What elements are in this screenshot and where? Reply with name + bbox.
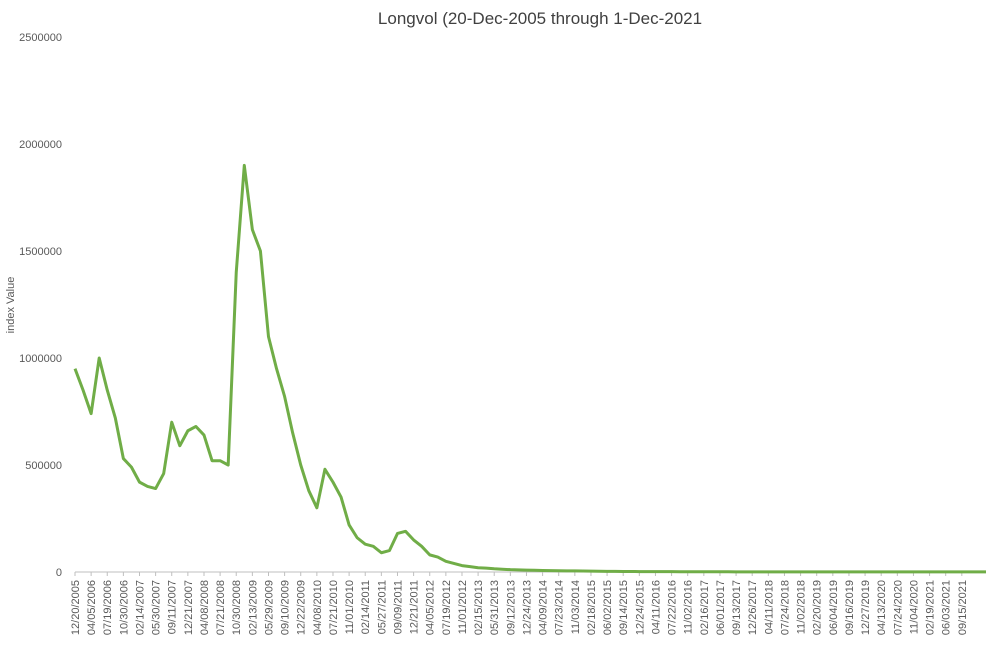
x-tick-label: 04/13/2020 [876,580,888,635]
x-tick-label: 07/24/2020 [892,580,904,635]
y-tick-label: 0 [56,567,62,579]
x-tick-label: 04/08/2010 [312,580,324,635]
x-tick-label: 10/30/2008 [231,580,243,635]
x-tick-label: 02/19/2021 [925,580,937,635]
x-tick-label: 02/13/2009 [247,580,259,635]
y-tick-label: 1500000 [19,246,62,258]
x-tick-label: 05/27/2011 [376,580,388,634]
x-tick-label: 09/09/2011 [392,580,404,634]
x-tick-label: 12/21/2011 [409,580,421,634]
x-tick-label: 12/24/2013 [521,580,533,635]
x-tick-label: 05/29/2009 [263,580,275,635]
x-tick-label: 09/13/2017 [731,580,743,635]
x-tick-label: 11/04/2020 [908,580,920,634]
x-tick-label: 04/08/2008 [199,580,211,635]
x-tick-label: 02/14/2007 [134,580,146,635]
x-tick-label: 09/16/2019 [844,580,856,635]
x-tick-label: 02/18/2015 [586,580,598,635]
x-tick-label: 12/24/2015 [634,580,646,635]
x-tick-label: 07/21/2010 [328,580,340,635]
x-tick-label: 07/19/2012 [441,580,453,635]
x-tick-label: 11/03/2014 [570,580,582,634]
chart-title: Longvol (20-Dec-2005 through 1-Dec-2021 [378,9,702,28]
x-tick-label: 04/11/2018 [763,580,775,634]
x-tick-label: 11/02/2016 [683,580,695,634]
x-tick-label: 04/11/2016 [650,580,662,634]
x-tick-label: 09/15/2021 [957,580,969,635]
x-tick-label: 12/20/2005 [70,580,82,635]
x-tick-label: 12/21/2007 [183,580,195,635]
x-tick-label: 07/21/2008 [215,580,227,635]
x-tick-label: 09/12/2013 [505,580,517,635]
x-tick-label: 09/11/2007 [167,580,179,634]
y-tick-label: 2500000 [19,32,62,44]
x-tick-label: 06/02/2015 [602,580,614,635]
x-tick-label: 02/16/2017 [699,580,711,635]
x-tick-label: 04/05/2006 [86,580,98,635]
x-tick-label: 06/04/2019 [828,580,840,635]
x-tick-label: 09/10/2009 [280,580,292,635]
x-tick-label: 06/01/2017 [715,580,727,635]
x-tick-label: 04/05/2012 [425,580,437,635]
x-tick-label: 07/22/2016 [667,580,679,635]
x-tick-label: 02/15/2013 [473,580,485,635]
y-tick-label: 1000000 [19,353,62,365]
x-tick-label: 06/03/2021 [941,580,953,635]
x-tick-label: 02/20/2019 [812,580,824,635]
x-tick-label: 11/02/2018 [796,580,808,634]
x-tick-label: 12/22/2009 [296,580,308,635]
x-tick-label: 05/30/2007 [151,580,163,635]
data-line [73,163,986,574]
x-tick-label: 07/23/2014 [554,580,566,635]
x-tick-label: 07/19/2006 [102,580,114,635]
y-tick-label: 2000000 [19,139,62,151]
x-tick-label: 12/27/2019 [860,580,872,635]
x-tick-label: 11/01/2012 [457,580,469,634]
x-tick-label: 12/26/2017 [747,580,759,635]
x-tick-label: 10/30/2006 [118,580,130,635]
x-tick-label: 05/31/2013 [489,580,501,635]
x-tick-label: 07/24/2018 [779,580,791,635]
x-tick-label: 02/14/2011 [360,580,372,634]
x-tick-label: 04/09/2014 [538,580,550,635]
y-tick-label: 500000 [25,460,62,472]
x-tick-label: 11/01/2010 [344,580,356,634]
y-axis-label: index Value [5,277,17,334]
x-tick-label: 09/14/2015 [618,580,630,635]
